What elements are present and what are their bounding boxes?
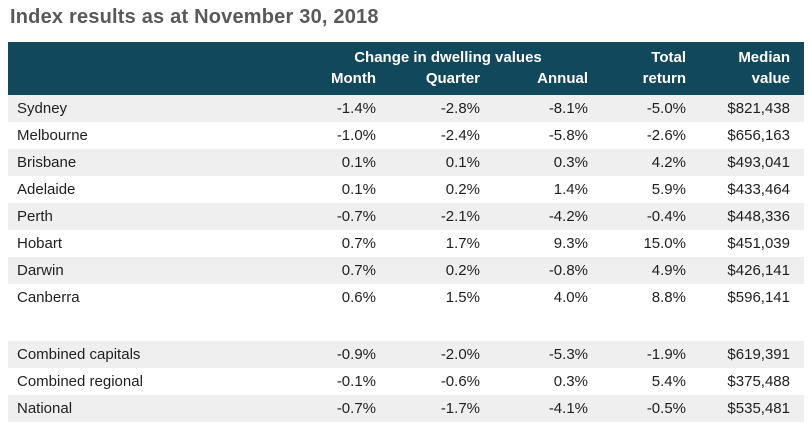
total-return-value: 15.0% — [643, 235, 686, 252]
quarter-value: -2.4% — [440, 127, 480, 144]
month-value: -0.7% — [336, 208, 376, 225]
month-value: -0.9% — [336, 346, 376, 363]
median-value: $426,141 — [727, 262, 790, 279]
column-group-change-in-dwelling-values: Change in dwelling values — [354, 49, 542, 66]
row-label: Combined capitals — [17, 346, 141, 363]
month-value: 0.1% — [341, 181, 376, 198]
column-header-quarter: Quarter — [425, 70, 480, 87]
table-row-melbourne: Melbourne -1.0% -2.4% -5.8% -2.6% $656,1… — [8, 122, 804, 149]
row-label: Combined regional — [17, 373, 143, 390]
table-row-perth: Perth -0.7% -2.1% -4.2% -0.4% $448,336 — [8, 203, 804, 230]
median-value: $535,481 — [727, 400, 790, 417]
row-label: Darwin — [17, 262, 64, 279]
quarter-value: -2.0% — [440, 346, 480, 363]
column-header-annual: Annual — [537, 70, 588, 87]
annual-value: 9.3% — [553, 235, 588, 252]
total-return-value: 5.4% — [651, 373, 686, 390]
median-value: $821,438 — [727, 100, 790, 117]
annual-value: -5.3% — [548, 346, 588, 363]
quarter-value: -2.8% — [440, 100, 480, 117]
month-value: -1.0% — [336, 127, 376, 144]
quarter-value: -2.1% — [440, 208, 480, 225]
total-return-value: -2.6% — [646, 127, 686, 144]
annual-value: -4.2% — [548, 208, 588, 225]
quarter-value: 0.2% — [445, 181, 480, 198]
table-row-sydney: Sydney -1.4% -2.8% -8.1% -5.0% $821,438 — [8, 95, 804, 122]
annual-value: -5.8% — [548, 127, 588, 144]
column-header-median-line2: value — [751, 70, 790, 87]
table-header: Change in dwelling values Total Median M… — [8, 42, 804, 95]
quarter-value: -0.6% — [440, 373, 480, 390]
median-value: $619,391 — [727, 346, 790, 363]
column-header-total-line2: return — [642, 70, 686, 87]
column-header-median-line1: Median — [738, 49, 790, 66]
annual-value: 1.4% — [553, 181, 588, 198]
row-label: Adelaide — [17, 181, 76, 198]
row-label: Brisbane — [17, 154, 77, 171]
page-title: Index results as at November 30, 2018 — [10, 6, 379, 28]
table-row-combined-capitals: Combined capitals -0.9% -2.0% -5.3% -1.9… — [8, 341, 804, 368]
month-value: 0.6% — [341, 289, 376, 306]
quarter-value: 0.1% — [445, 154, 480, 171]
row-label: National — [17, 400, 73, 417]
annual-value: 0.3% — [553, 154, 588, 171]
row-label: Melbourne — [17, 127, 88, 144]
table-header-row-2: Month Quarter Annual return value — [8, 68, 804, 89]
median-value: $448,336 — [727, 208, 790, 225]
table-row-combined-regional: Combined regional -0.1% -0.6% 0.3% 5.4% … — [8, 368, 804, 395]
total-return-value: -0.4% — [646, 208, 686, 225]
table-row-national: National -0.7% -1.7% -4.1% -0.5% $535,48… — [8, 395, 804, 422]
month-value: 0.1% — [341, 154, 376, 171]
row-label: Perth — [17, 208, 53, 225]
quarter-value: -1.7% — [440, 400, 480, 417]
month-value: 0.7% — [341, 262, 376, 279]
row-label: Sydney — [17, 100, 68, 117]
median-value: $493,041 — [727, 154, 790, 171]
column-header-month: Month — [331, 70, 376, 87]
median-value: $375,488 — [727, 373, 790, 390]
median-value: $451,039 — [727, 235, 790, 252]
table-row-brisbane: Brisbane 0.1% 0.1% 0.3% 4.2% $493,041 — [8, 149, 804, 176]
median-value: $596,141 — [727, 289, 790, 306]
total-return-value: -5.0% — [646, 100, 686, 117]
median-value: $656,163 — [727, 127, 790, 144]
total-return-value: 4.9% — [651, 262, 686, 279]
month-value: 0.7% — [341, 235, 376, 252]
month-value: -0.1% — [336, 373, 376, 390]
median-value: $433,464 — [727, 181, 790, 198]
table-section-divider — [8, 311, 804, 341]
index-results-table: Change in dwelling values Total Median M… — [8, 42, 804, 422]
total-return-value: 8.8% — [651, 289, 686, 306]
quarter-value: 1.5% — [445, 289, 480, 306]
total-return-value: 4.2% — [651, 154, 686, 171]
total-return-value: -1.9% — [646, 346, 686, 363]
annual-value: 0.3% — [553, 373, 588, 390]
month-value: -1.4% — [336, 100, 376, 117]
annual-value: -8.1% — [548, 100, 588, 117]
annual-value: -0.8% — [548, 262, 588, 279]
row-label: Hobart — [17, 235, 63, 252]
table-header-row-1: Change in dwelling values Total Median — [8, 47, 804, 68]
quarter-value: 1.7% — [445, 235, 480, 252]
quarter-value: 0.2% — [445, 262, 480, 279]
table-row-canberra: Canberra 0.6% 1.5% 4.0% 8.8% $596,141 — [8, 284, 804, 311]
month-value: -0.7% — [336, 400, 376, 417]
column-header-total-line1: Total — [651, 49, 686, 66]
annual-value: -4.1% — [548, 400, 588, 417]
row-label: Canberra — [17, 289, 80, 306]
total-return-value: 5.9% — [651, 181, 686, 198]
table-row-darwin: Darwin 0.7% 0.2% -0.8% 4.9% $426,141 — [8, 257, 804, 284]
table-row-hobart: Hobart 0.7% 1.7% 9.3% 15.0% $451,039 — [8, 230, 804, 257]
total-return-value: -0.5% — [646, 400, 686, 417]
table-row-adelaide: Adelaide 0.1% 0.2% 1.4% 5.9% $433,464 — [8, 176, 804, 203]
annual-value: 4.0% — [553, 289, 588, 306]
